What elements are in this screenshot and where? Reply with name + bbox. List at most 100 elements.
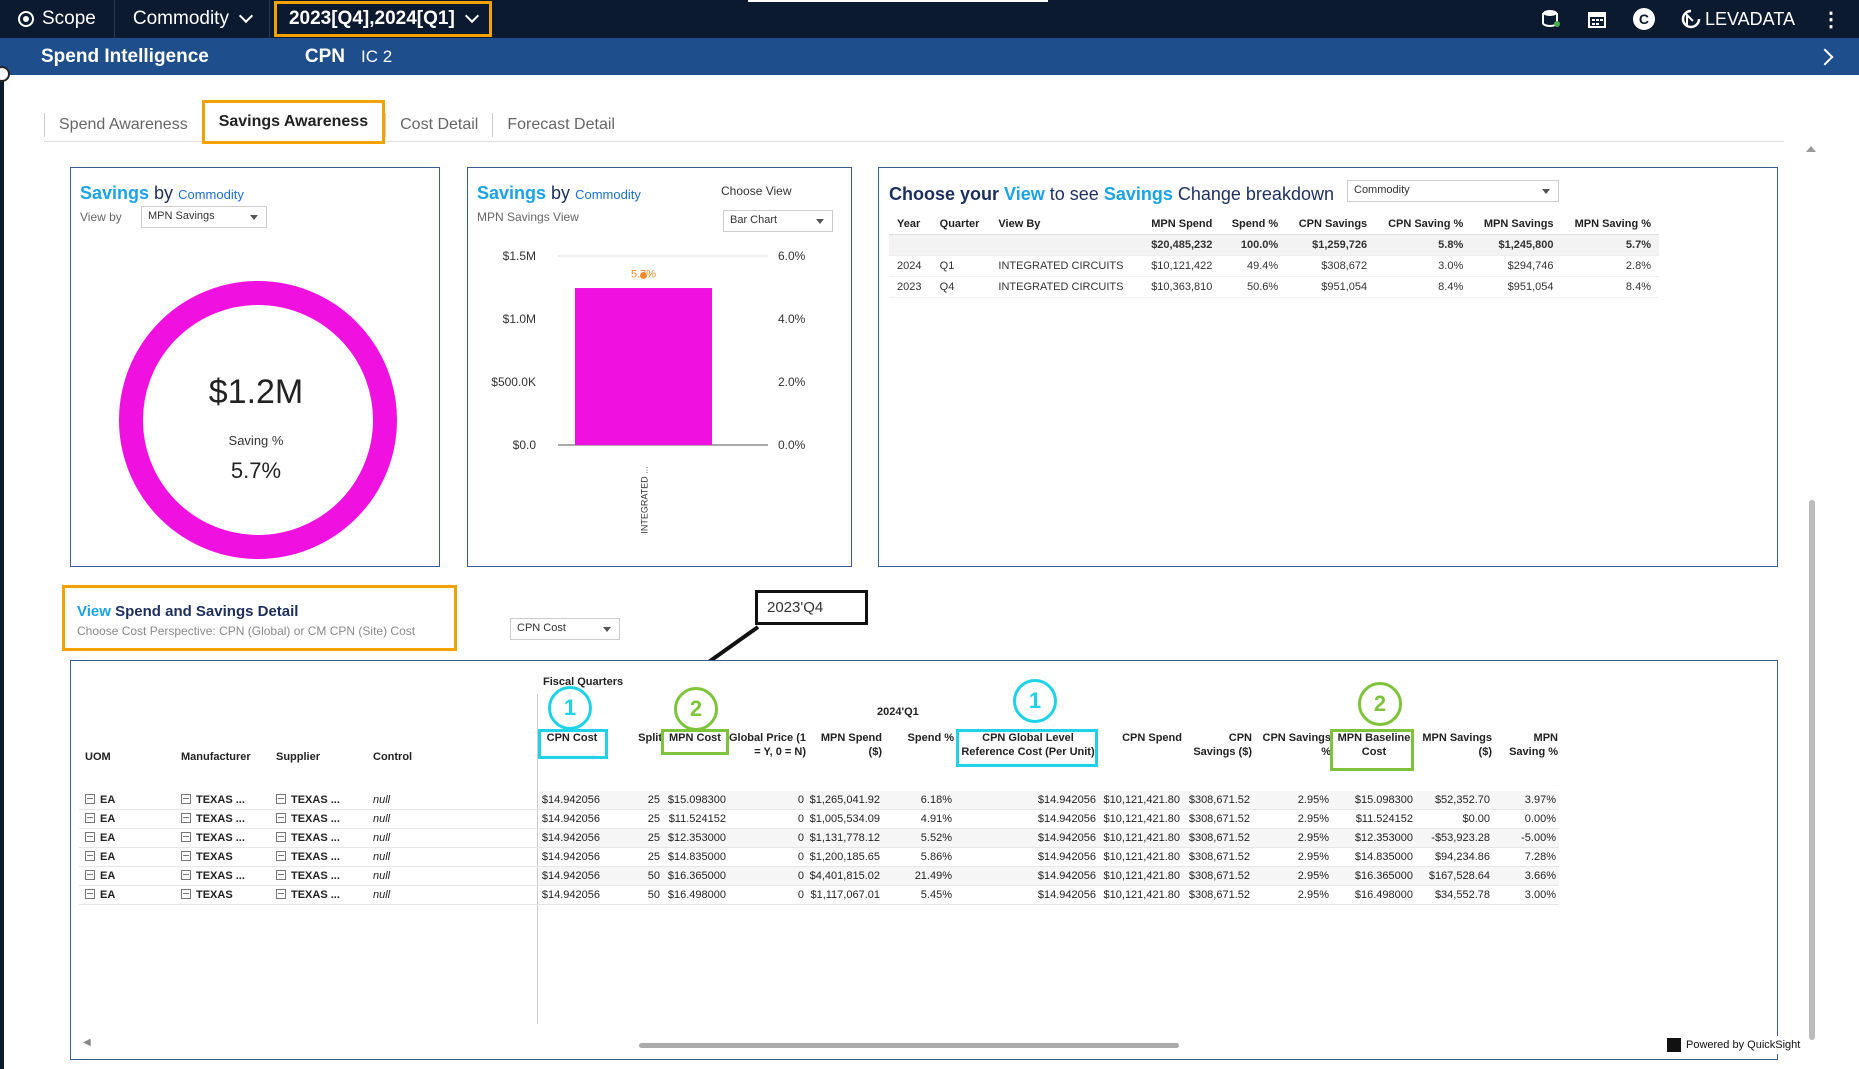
breakdown-cell: $294,746 [1471, 255, 1562, 277]
detail-left-cell[interactable]: EA [85, 832, 115, 844]
detail-left-cell[interactable]: EA [85, 870, 115, 882]
collapse-icon[interactable] [181, 889, 191, 899]
view-by-select[interactable]: MPN Savings [141, 206, 267, 228]
breakdown-col-header[interactable]: Spend % [1220, 214, 1287, 235]
dropdown-caret-icon [603, 627, 611, 632]
detail-left-cell[interactable]: TEXAS ... [276, 794, 340, 806]
breakdown-col-header[interactable]: CPN Saving % [1375, 214, 1472, 235]
collapse-icon[interactable] [276, 832, 286, 842]
choose-view-select[interactable]: Bar Chart [723, 210, 833, 232]
detail-left-cell[interactable]: EA [85, 813, 115, 825]
collapse-icon[interactable] [181, 851, 191, 861]
detail-left-header[interactable]: Supplier [276, 751, 321, 763]
detail-cell: $15.098300 [667, 794, 726, 806]
database-icon[interactable] [1541, 9, 1561, 29]
breakdown-col-header[interactable]: Year [889, 214, 932, 235]
more-menu-icon[interactable]: ⋮ [1821, 8, 1841, 31]
detail-left-cell[interactable]: TEXAS ... [181, 870, 245, 882]
detail-col-header[interactable]: MPN Cost [669, 732, 721, 744]
calendar-icon[interactable] [1587, 9, 1607, 29]
chevron-right-icon[interactable] [1816, 48, 1834, 65]
horizontal-scrollbar[interactable] [639, 1043, 1179, 1048]
levadata-logo: LEVADATA [1681, 9, 1795, 30]
tab-forecast-detail[interactable]: Forecast Detail [492, 112, 629, 137]
detail-col-header[interactable]: MPN Spend ($) [820, 732, 882, 758]
breakdown-cell: INTEGRATED CIRCUITS [990, 276, 1140, 298]
tab-savings-awareness[interactable]: Savings Awareness [201, 99, 386, 144]
collapse-icon[interactable] [276, 851, 286, 861]
detail-left-value: EA [100, 813, 116, 825]
context-bar: Spend Intelligence CPN IC 2 [0, 38, 1859, 75]
tab-spend-awareness[interactable]: Spend Awareness [44, 112, 202, 137]
detail-col-header[interactable]: Split [638, 732, 662, 744]
user-avatar[interactable]: C [1632, 8, 1655, 30]
detail-col-header[interactable]: CPN Spend [1122, 732, 1182, 744]
commodity-dropdown[interactable]: Commodity [115, 0, 270, 38]
detail-left-cell[interactable]: TEXAS [181, 889, 233, 901]
detail-left-value: TEXAS [196, 851, 233, 863]
detail-left-header[interactable]: Manufacturer [181, 751, 251, 763]
detail-cell: $308,671.52 [1188, 794, 1250, 806]
tab-cost-detail[interactable]: Cost Detail [385, 112, 492, 137]
breakdown-cell: $308,672 [1286, 255, 1376, 277]
collapse-icon[interactable] [85, 889, 95, 899]
detail-cell: $14.942056 [1037, 813, 1096, 825]
avatar-letter: C [1638, 11, 1650, 27]
breakdown-row: 2023 Q4 INTEGRATED CIRCUITS $10,363,810 50.6… [889, 276, 1659, 298]
detail-col-header[interactable]: MPN Baseline Cost [1337, 732, 1411, 758]
detail-col-header[interactable]: CPN Global Level Reference Cost (Per Uni… [961, 732, 1095, 758]
collapse-icon[interactable] [181, 813, 191, 823]
choose-view-label: Choose View [721, 184, 792, 198]
detail-col-header[interactable]: Global Price (1 = Y, 0 = N) [728, 732, 806, 758]
collapse-icon[interactable] [276, 870, 286, 880]
scroll-up-icon[interactable] [1806, 146, 1816, 152]
collapse-icon[interactable] [85, 870, 95, 880]
breakdown-col-header[interactable]: CPN Savings [1286, 214, 1376, 235]
collapse-icon[interactable] [181, 870, 191, 880]
breakdown-cell [889, 234, 932, 256]
breakdown-select[interactable]: Commodity [1347, 180, 1559, 202]
detail-col-header[interactable]: Spend % [907, 732, 954, 744]
detail-left-cell[interactable]: EA [85, 794, 115, 806]
detail-left-header[interactable]: Control [373, 751, 413, 763]
scroll-left-icon[interactable]: ◀ [83, 1037, 91, 1048]
collapse-icon[interactable] [85, 851, 95, 861]
detail-col-header[interactable]: CPN Savings ($) [1193, 732, 1252, 758]
detail-left-cell[interactable]: TEXAS ... [181, 832, 245, 844]
detail-left-cell[interactable]: TEXAS ... [181, 794, 245, 806]
detail-col-header[interactable]: MPN Savings ($) [1422, 732, 1492, 758]
detail-left-cell[interactable]: TEXAS ... [276, 832, 340, 844]
collapse-icon[interactable] [181, 794, 191, 804]
scope-button[interactable]: Scope [0, 0, 115, 38]
detail-left-cell[interactable]: TEXAS [181, 851, 233, 863]
detail-left-cell[interactable]: EA [85, 889, 115, 901]
collapse-icon[interactable] [276, 794, 286, 804]
breakdown-col-header[interactable]: MPN Savings [1471, 214, 1562, 235]
detail-col-header[interactable]: MPN Saving % [1509, 732, 1558, 758]
breakdown-col-header[interactable]: MPN Saving % [1561, 214, 1659, 235]
detail-left-cell[interactable]: EA [85, 851, 115, 863]
detail-left-cell[interactable]: TEXAS ... [276, 813, 340, 825]
detail-left-cell[interactable]: TEXAS ... [181, 813, 245, 825]
collapse-icon[interactable] [276, 889, 286, 899]
detail-cell: $10,121,421.80 [1103, 832, 1180, 844]
detail-left-cell[interactable]: TEXAS ... [276, 870, 340, 882]
detail-cell: $14.835000 [1354, 851, 1413, 863]
breakdown-col-header[interactable]: MPN Spend [1139, 214, 1221, 235]
cost-perspective-select[interactable]: CPN Cost [510, 618, 620, 640]
breakdown-col-header[interactable]: View By [990, 214, 1140, 235]
breakdown-col-header[interactable]: Quarter [931, 214, 991, 235]
collapse-icon[interactable] [85, 832, 95, 842]
collapse-icon[interactable] [85, 813, 95, 823]
period-dropdown[interactable]: 2023[Q4],2024[Q1] [273, 1, 492, 37]
collapse-icon[interactable] [85, 794, 95, 804]
detail-col-header[interactable]: CPN Savings % [1262, 732, 1331, 758]
collapse-icon[interactable] [276, 813, 286, 823]
detail-left-cell[interactable]: TEXAS ... [276, 889, 340, 901]
collapse-toggle[interactable] [0, 66, 10, 82]
collapse-icon[interactable] [181, 832, 191, 842]
detail-left-header[interactable]: UOM [85, 751, 111, 763]
detail-col-header[interactable]: CPN Cost [546, 732, 598, 744]
vertical-scrollbar[interactable] [1809, 500, 1815, 1040]
detail-left-cell[interactable]: TEXAS ... [276, 851, 340, 863]
